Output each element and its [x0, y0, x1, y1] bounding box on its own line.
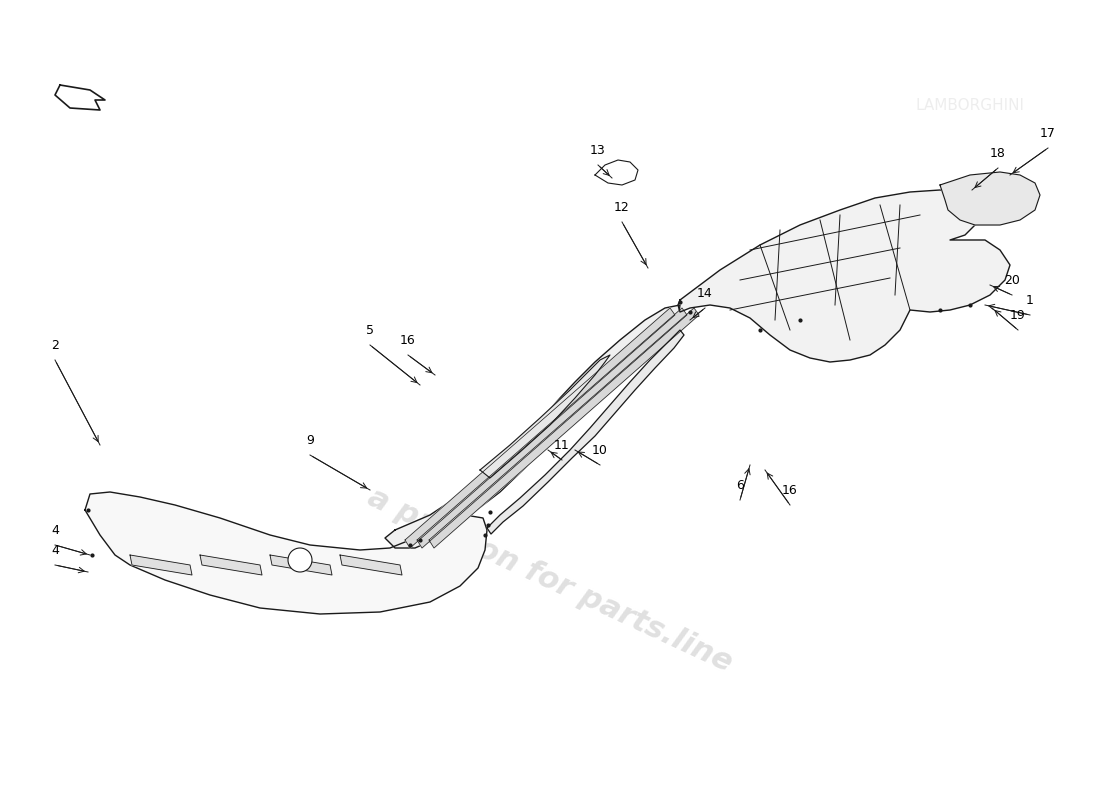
Polygon shape: [429, 308, 698, 548]
Text: 4: 4: [51, 544, 59, 557]
Polygon shape: [405, 308, 675, 548]
Text: 19: 19: [1010, 309, 1026, 322]
Text: 1: 1: [1026, 294, 1034, 307]
Text: 4: 4: [51, 524, 59, 537]
Text: 10: 10: [592, 444, 608, 457]
Polygon shape: [340, 555, 402, 575]
Polygon shape: [385, 305, 680, 548]
Text: LAMBORGHINI: LAMBORGHINI: [915, 98, 1024, 113]
Text: 2: 2: [51, 339, 59, 352]
Polygon shape: [85, 492, 487, 614]
Text: 20: 20: [1004, 274, 1020, 287]
Polygon shape: [200, 555, 262, 575]
Polygon shape: [940, 172, 1040, 225]
Text: 17: 17: [1041, 127, 1056, 140]
Text: 6: 6: [736, 479, 744, 492]
Text: 13: 13: [590, 144, 606, 157]
Polygon shape: [130, 555, 192, 575]
Text: 12: 12: [614, 201, 630, 214]
Polygon shape: [270, 555, 332, 575]
Circle shape: [288, 548, 312, 572]
Text: 11: 11: [554, 439, 570, 452]
Polygon shape: [417, 308, 688, 548]
Polygon shape: [487, 330, 684, 534]
Text: 18: 18: [990, 147, 1005, 160]
Polygon shape: [480, 355, 611, 478]
Polygon shape: [678, 190, 1010, 362]
Text: a passion for parts.line: a passion for parts.line: [363, 482, 737, 678]
Text: 9: 9: [306, 434, 313, 447]
Text: 16: 16: [782, 484, 797, 497]
Text: 14: 14: [697, 287, 713, 300]
Text: 16: 16: [400, 334, 416, 347]
Text: 5: 5: [366, 324, 374, 337]
